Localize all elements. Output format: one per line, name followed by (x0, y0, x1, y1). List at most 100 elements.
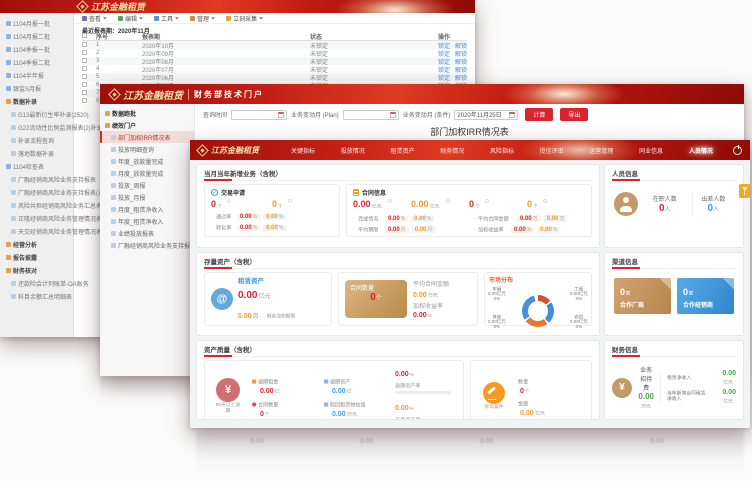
power-icon[interactable] (733, 144, 742, 155)
report-icon (6, 34, 11, 39)
document-icon (11, 281, 16, 286)
asset-icon (324, 378, 329, 384)
row-checkbox[interactable] (82, 41, 87, 47)
sidebar-item[interactable]: 补录流程查询 (0, 134, 73, 147)
unlock-link[interactable]: 解锁 (455, 59, 468, 66)
sidebar-item[interactable]: 月度_租赁净收入 (100, 203, 194, 215)
sidebar-item[interactable]: 科目余额汇总明细表 (0, 290, 73, 303)
sidebar-item[interactable]: 1104月报一批 (0, 17, 73, 30)
row-checkbox[interactable] (82, 73, 87, 79)
sidebar-group[interactable]: 经营分析 (0, 238, 73, 251)
tab-lease-assets[interactable]: 租赁资产 (390, 148, 415, 155)
sidebar-item[interactable]: 落地数据补录 (0, 147, 73, 160)
sidebar-group[interactable]: 财务核对 (0, 264, 73, 277)
sidebar-item[interactable]: 投放_周报 (100, 179, 194, 191)
lock-link[interactable]: 锁定 (438, 59, 451, 66)
ring-icon (387, 199, 392, 203)
lock-link[interactable]: 锁定 (438, 75, 451, 82)
sidebar-item[interactable]: 天交经销商风险业务管理情况表 (0, 225, 102, 238)
row-checkbox[interactable] (82, 97, 87, 103)
tab-key-indicators[interactable]: 关键指标 (291, 148, 316, 155)
filter-bar: 查询时间 业务变动月 (Plan) 业务变动月 (条件) 2020年11月25日… (203, 108, 736, 121)
tab-deployment[interactable]: 投放情况 (340, 148, 365, 155)
select-all-checkbox[interactable] (82, 33, 87, 38)
portal-title: 财务部技术门户 (194, 89, 264, 99)
tab-finance[interactable]: 财务情况 (440, 148, 465, 155)
card-partner-manufacturers[interactable]: 0家 合作厂商 (614, 278, 671, 314)
plan-month-input[interactable] (342, 109, 399, 120)
sidebar-item[interactable]: 1104月报二批 (0, 30, 73, 43)
unlock-link[interactable]: 解锁 (455, 51, 468, 58)
sidebar-item-dept-irr-report[interactable]: 部门加权IRR情况表 (100, 131, 194, 143)
sidebar-item[interactable]: 投放明细查询 (100, 143, 194, 155)
folder-icon (6, 99, 11, 104)
chevron-down-icon (175, 16, 180, 20)
sidebar-item[interactable]: 1104季报二批 (0, 56, 73, 69)
back-logo: 江苏金融租赁 (76, 0, 145, 13)
table-row: 5 2020年06月 未锁定 锁定 解锁 (82, 73, 468, 82)
sidebar-group[interactable]: 数据跑批 (100, 107, 194, 119)
sidebar-group[interactable]: 数据补录 (0, 95, 73, 108)
ring-icon (227, 199, 232, 203)
stat-on-trip: 出差人数 0人 (691, 194, 735, 214)
sidebar-item[interactable]: 年度_放款量完成 (100, 155, 194, 167)
sidebar-item[interactable]: 厂融经销商风险业务支持报表(对外) (0, 186, 112, 199)
contract-icon (353, 188, 359, 196)
menu-manage[interactable]: 管理 (190, 14, 216, 23)
row-checkbox[interactable] (82, 57, 87, 63)
row-checkbox[interactable] (82, 49, 87, 55)
row-checkbox[interactable] (82, 81, 87, 87)
tab-risk[interactable]: 风险指标 (489, 148, 514, 155)
sidebar-item[interactable]: 还款险会计列账单-OA账务 (0, 277, 89, 290)
sidebar-group[interactable]: 绩效门户 (100, 119, 194, 131)
row-checkbox[interactable] (82, 89, 87, 95)
card-partner-dealers[interactable]: 0家 合作经销商 (677, 278, 734, 314)
row-checkbox[interactable] (82, 65, 87, 71)
metric-row: · 平均期限 0.00 月 0.00 月 (353, 225, 465, 234)
sidebar-item[interactable]: 1104半年报 (0, 69, 73, 82)
calendar-icon (278, 111, 285, 118)
sidebar-item[interactable]: G22流动性比例监测报表(2)补录 (0, 121, 103, 134)
export-button[interactable]: 导出 (560, 108, 589, 121)
sidebar-item[interactable]: 1104检查表 (0, 160, 73, 173)
sidebar-item[interactable]: 厂融经销商风险业务支持报表 (100, 239, 194, 251)
unlock-link[interactable]: 解锁 (455, 75, 468, 82)
sidebar-item[interactable]: G13最新衍生率补录(2520) (0, 108, 89, 121)
menu-collect-now[interactable]: 立刻采集 (226, 14, 264, 23)
sidebar-item[interactable]: 业绩投放报表 (100, 227, 194, 239)
sidebar-item[interactable]: 正隆经销商风险业务管理情况表 (0, 212, 102, 225)
middle-logo: 江苏金融租赁 (108, 87, 183, 102)
menu-tools[interactable]: 工具 (154, 14, 180, 23)
sidebar-item[interactable]: 月度_放款量完成 (100, 167, 194, 179)
metric-row: · 转化率 0.00% 0.00% (211, 223, 333, 232)
lock-link[interactable]: 锁定 (438, 51, 451, 58)
sidebar-item[interactable]: 风险共担经销商风险业务汇总表 (0, 199, 102, 212)
sidebar-item[interactable]: 厂融经销商风险业务支持报表 (0, 173, 96, 186)
calculate-button[interactable]: 计算 (525, 108, 554, 121)
card-overdue: ¥ 90天以上逾期 逾期租金 0.00亿 逾期资产 0.00亿 (204, 360, 464, 419)
contract-count-box: 合同数量 0个 (345, 280, 407, 318)
menu-edit[interactable]: 编辑 (118, 14, 144, 23)
filter-fab-button[interactable] (739, 184, 750, 198)
unlock-link[interactable]: 解锁 (455, 67, 468, 74)
unlock-link[interactable]: 解锁 (455, 43, 468, 50)
condition-month-input[interactable]: 2020年11月25日 (454, 109, 519, 120)
gavel-icon (483, 382, 505, 405)
document-icon (11, 203, 16, 208)
sidebar-item[interactable]: 1104季报一批 (0, 43, 73, 56)
calendar-icon (509, 111, 516, 118)
tab-personnel[interactable]: 人员情况 (688, 148, 713, 155)
menu-view[interactable]: 查看 (82, 14, 108, 23)
query-time-input[interactable] (231, 109, 288, 120)
lock-link[interactable]: 锁定 (438, 43, 451, 50)
lock-link[interactable]: 锁定 (438, 67, 451, 74)
tab-credit-review[interactable]: 授信评审 (539, 148, 564, 155)
tab-peer-info[interactable]: 同业信息 (639, 148, 664, 155)
sidebar-item[interactable]: 投放_月报 (100, 191, 194, 203)
market-donut-chart (522, 295, 554, 327)
sidebar-item[interactable]: 年度_租赁净收入 (100, 215, 194, 227)
sidebar-group[interactable]: 报告披露 (0, 251, 73, 264)
tab-operations[interactable]: 运营管理 (589, 148, 614, 155)
sidebar-item[interactable]: 银监S月报 (0, 82, 73, 95)
